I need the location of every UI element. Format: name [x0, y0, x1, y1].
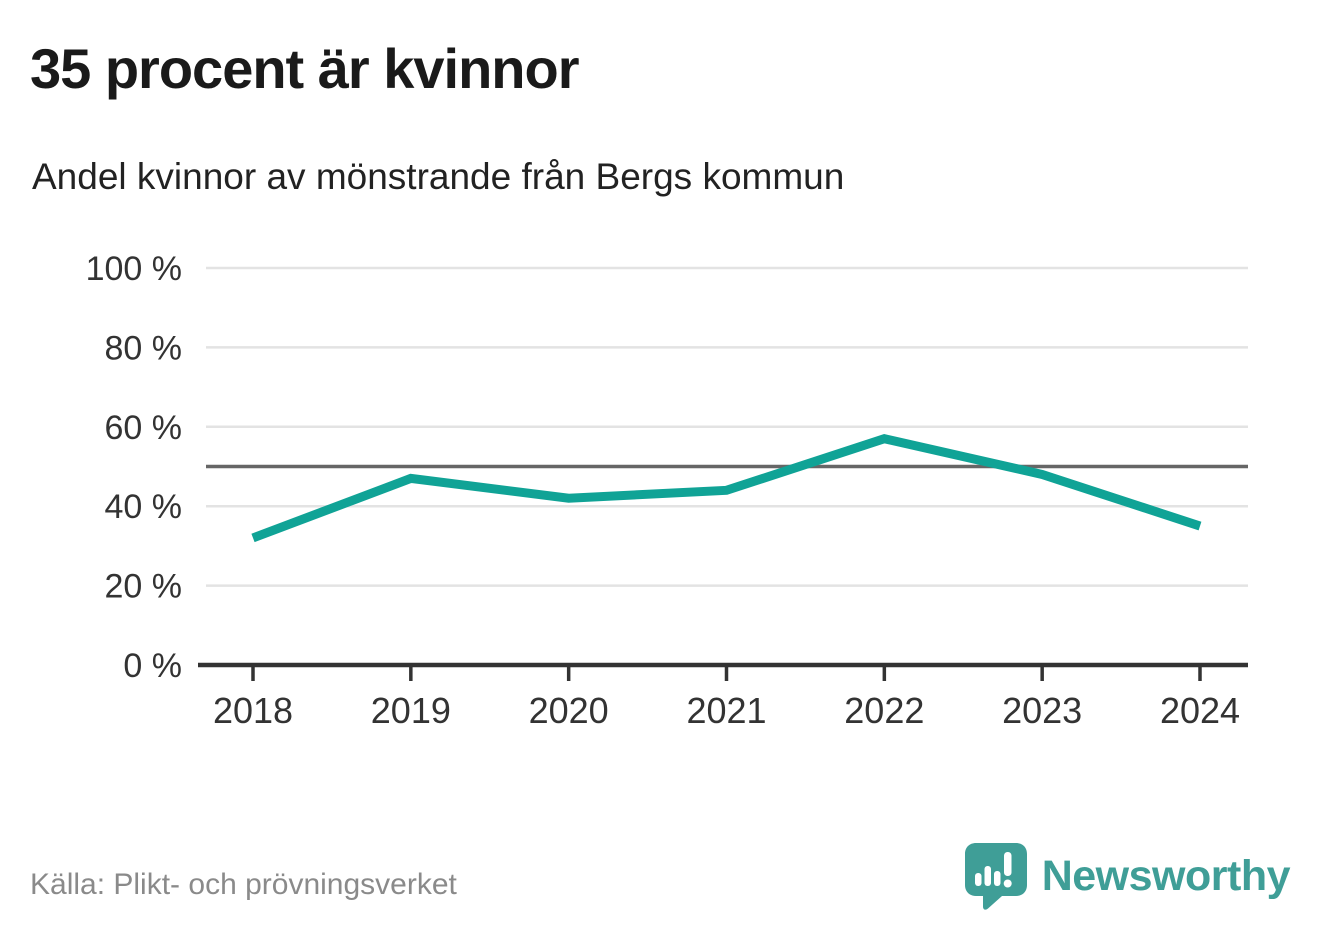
x-tick-label: 2024: [1160, 690, 1240, 731]
y-tick-label: 0 %: [123, 647, 182, 685]
x-tick-label: 2019: [371, 690, 451, 731]
chart-subtitle: Andel kvinnor av mönstrande från Bergs k…: [32, 156, 845, 197]
chart-title: 35 procent är kvinnor: [30, 37, 580, 100]
source-caption: Källa: Plikt- och prövningsverket: [30, 868, 457, 901]
y-tick-label: 100 %: [86, 250, 182, 288]
x-tick-label: 2022: [844, 690, 924, 731]
brand-name: Newsworthy: [1041, 851, 1291, 900]
y-tick-label: 20 %: [105, 568, 183, 606]
x-tick-label: 2020: [529, 690, 609, 731]
x-tick-label: 2021: [686, 690, 766, 731]
y-tick-label: 80 %: [105, 329, 183, 367]
y-tick-label: 40 %: [105, 488, 183, 526]
x-tick-label: 2023: [1002, 690, 1082, 731]
newsworthy-logo-icon: [964, 843, 1027, 910]
x-tick-label: 2018: [213, 690, 293, 731]
line-chart-plot: 0 % 20 % 40 % 60 % 80 % 100 % 2018 2019 2020 2021…: [86, 250, 1248, 731]
data-line-series: [251, 434, 1202, 543]
brand-logo: Newsworthy: [964, 842, 1291, 910]
y-tick-label: 60 %: [105, 409, 183, 447]
